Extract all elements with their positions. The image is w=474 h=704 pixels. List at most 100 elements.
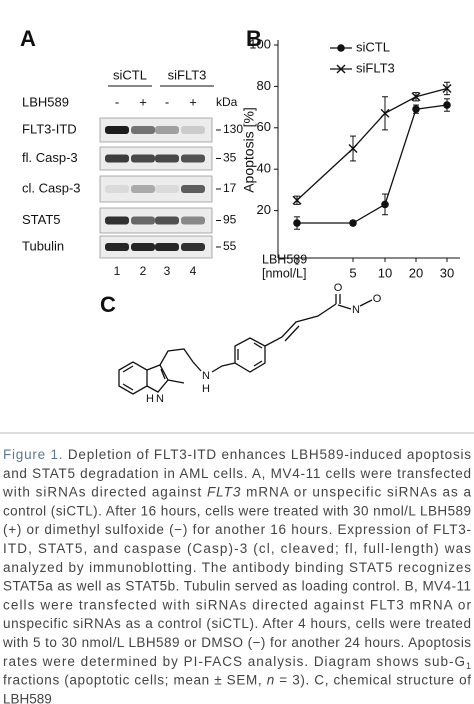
blot-band: [181, 126, 205, 134]
marker: [292, 195, 302, 205]
marker-stroke: [411, 92, 421, 102]
x-tick-label: 20: [409, 265, 423, 280]
y-tick-label: 60: [257, 119, 271, 134]
blot-band: [105, 243, 129, 251]
lane-number: 3: [164, 264, 171, 278]
blot-band: [131, 243, 155, 251]
y-tick-label: 40: [257, 161, 271, 176]
caption-segment: (+) or dimethyl sulfoxide (−) for anothe…: [3, 522, 471, 537]
x-axis-label: [nmol/L]: [262, 266, 306, 280]
blot-band: [155, 185, 179, 193]
caption-segment: mRNA or unspecific siRNAs as a: [241, 484, 471, 499]
caption-segment: analyzed by immunoblotting. The antibody…: [3, 559, 471, 574]
caption-line: and STAT5 degradation in AML cells. A, M…: [3, 465, 471, 480]
caption-line: with 5 to 30 nmol/L LBH589 or DMSO (−) f…: [2, 635, 471, 650]
x-tick-label: 5: [349, 265, 356, 280]
blot-band: [105, 185, 129, 193]
blot-band: [155, 216, 179, 225]
caption-line: ITD, STAT5, and caspase (Casp)-3 (cl, cl…: [3, 541, 471, 556]
marker: [443, 101, 451, 109]
marker: [411, 92, 421, 102]
marker: [442, 83, 452, 93]
caption-line: unspecific siRNAs as a control (siCTL). …: [3, 616, 471, 631]
blot-band: [131, 185, 155, 193]
panel-label: B: [246, 26, 262, 51]
legend-label: siFLT3: [356, 60, 395, 75]
panel-label: A: [20, 26, 36, 51]
y-tick-label: 80: [257, 78, 271, 93]
atom-label: O: [373, 293, 382, 305]
caption-segment: STAT5a as well as STAT5b. Tubulin served…: [3, 578, 471, 593]
mw-label: 95: [223, 213, 237, 227]
caption-line: control (siCTL). After 16 hours, cells w…: [3, 503, 471, 518]
lane-number: 4: [190, 264, 197, 278]
marker: [293, 219, 301, 227]
legend-label: siCTL: [356, 39, 390, 54]
lane-sign: -: [165, 94, 169, 109]
group-label: siCTL: [113, 67, 147, 82]
atom-label: N: [352, 304, 360, 316]
atom-label: N: [156, 393, 164, 405]
y-axis-label: Apoptosis [%]: [241, 107, 257, 193]
marker-stroke: [336, 64, 346, 74]
caption-segment: fractions (apoptotic cells; mean ± SEM,: [3, 672, 266, 687]
caption-segment: Figure 1.: [3, 447, 63, 462]
atom-label: H: [146, 393, 154, 405]
blot-band: [105, 126, 129, 134]
marker: [381, 200, 389, 209]
caption-segment: ITD, STAT5, and caspase (Casp)-3 (cl, cl…: [3, 541, 471, 556]
caption-segment: FLT3: [207, 484, 241, 499]
treatment-label: LBH589: [22, 94, 69, 109]
blot-band: [181, 154, 205, 163]
atom-label: H: [202, 383, 210, 395]
caption-line: fractions (apoptotic cells; mean ± SEM, …: [3, 672, 471, 687]
caption-segment: unspecific siRNAs as a control (siCTL). …: [3, 616, 471, 631]
caption-segment: Depletion of FLT3-ITD enhances LBH589-in…: [63, 447, 471, 462]
caption-segment: = 3). C, chemical structure of: [275, 672, 471, 687]
caption-segment: 1: [466, 661, 471, 671]
caption-segment: and STAT5 degradation in AML cells. A, M…: [3, 465, 471, 480]
lane-sign: -: [115, 94, 119, 109]
marker: [348, 144, 358, 153]
row-label: fl. Casp-3: [22, 150, 78, 165]
blot-band: [155, 126, 179, 134]
caption-segment: n: [267, 672, 275, 687]
lane-sign: +: [189, 94, 197, 109]
mw-label: 17: [223, 181, 237, 195]
x-axis-label: LBH589: [262, 252, 307, 266]
caption-segment: control (siCTL). After 16 hours, cells w…: [3, 503, 471, 518]
caption-line: (+) or dimethyl sulfoxide (−) for anothe…: [3, 522, 471, 537]
blot-band: [131, 216, 155, 225]
mw-unit: kDa: [216, 95, 238, 109]
lane-sign: +: [139, 94, 147, 109]
marker: [336, 64, 346, 74]
blot-band: [155, 243, 179, 251]
lane-number: 1: [114, 264, 121, 278]
blot-band: [131, 126, 155, 134]
x-tick-label: 10: [378, 265, 392, 280]
blot-band: [105, 216, 129, 225]
atom-label: N: [202, 370, 210, 382]
caption-segment: cells were transfected with siRNAs direc…: [3, 597, 472, 612]
marker-stroke: [442, 83, 452, 93]
marker: [337, 44, 345, 52]
group-label: siFLT3: [168, 67, 207, 82]
caption-line: Figure 1. Depletion of FLT3-ITD enhances…: [3, 447, 471, 462]
structure: [118, 294, 373, 395]
marker: [412, 105, 420, 113]
caption-line: STAT5a as well as STAT5b. Tubulin served…: [3, 578, 471, 593]
caption-line: cells were transfected with siRNAs direc…: [3, 597, 472, 612]
caption-segment: with siRNAs directed against: [2, 484, 206, 499]
blot-band: [105, 154, 129, 163]
mw-label: 55: [223, 239, 237, 253]
mw-label: 35: [223, 151, 237, 165]
lane-number: 2: [140, 264, 147, 278]
blot-band: [131, 154, 155, 163]
y-tick-label: 100: [249, 36, 271, 51]
marker: [349, 219, 357, 227]
x-tick-label: 30: [440, 265, 454, 280]
mw-label: 130: [223, 122, 243, 136]
marker-stroke: [292, 195, 302, 205]
blot-band: [181, 216, 205, 225]
